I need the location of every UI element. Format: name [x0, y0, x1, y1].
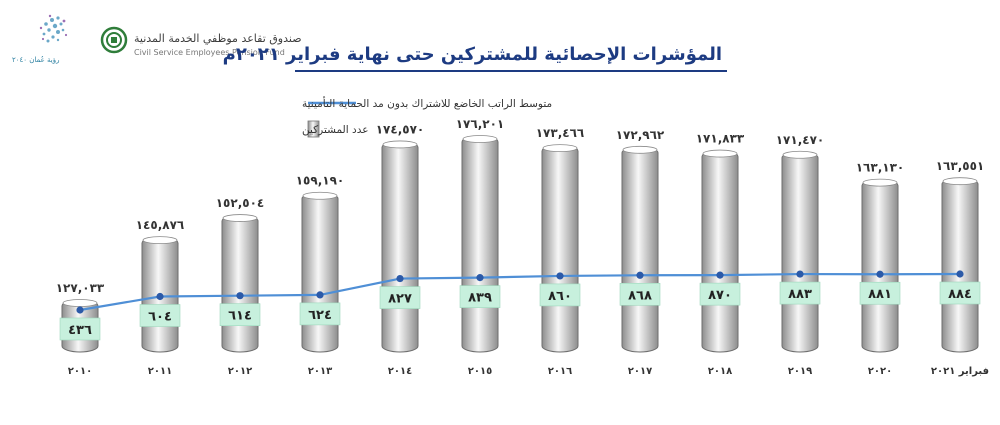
bar-value-label: ١٤٥,٨٧٦	[136, 218, 185, 232]
legend-label-bar: عدد المشتركين	[302, 124, 368, 136]
line-value-label: ٨٨١	[868, 287, 892, 302]
bar	[861, 179, 899, 353]
line-value-box	[299, 302, 341, 326]
line-value-label: ٨٦٨	[628, 288, 652, 303]
bar-value-label: ١٧١,٤٧٠	[776, 133, 825, 147]
line-point	[476, 274, 484, 282]
fund-name-arabic: صندوق تقاعد موظفي الخدمة المدنية	[134, 32, 302, 45]
legend: متوسط الراتب الخاضع للاشتراك بدون مد الح…	[302, 96, 552, 138]
line-value-label: ٦٠٤	[148, 310, 172, 325]
bar-cap	[62, 299, 98, 307]
bar-value-label: ١٧٤,٥٧٠	[376, 122, 425, 136]
fund-name-english: Civil Service Employees Pension Fund	[134, 48, 285, 57]
x-tick-label: ٢٠١٩	[788, 366, 812, 377]
line-value-label: ٨٨٤	[948, 287, 972, 302]
line-path	[79, 272, 961, 312]
line-value-box	[219, 303, 261, 326]
x-tick-label: ٢٠١٧	[628, 366, 652, 377]
line-value-box	[779, 281, 821, 305]
bar-value-label: ١٢٧,٠٣٣	[56, 281, 105, 295]
x-tick-label: ٢٠١٨	[708, 366, 732, 377]
bar-value-label: ١٥٩,١٩٠	[296, 174, 345, 188]
line-value-label: ٨٣٩	[468, 291, 492, 306]
bars	[61, 135, 979, 353]
fund-emblem-icon	[100, 26, 128, 54]
bar-cap	[942, 177, 978, 186]
line-point	[396, 274, 404, 283]
x-tick-label: ٢٠١٠	[68, 366, 92, 377]
bar	[701, 150, 739, 353]
bar	[381, 140, 419, 353]
line-point	[556, 272, 564, 280]
legend-bar-swatch	[307, 120, 320, 138]
x-tick-label: ٢٠١١	[148, 366, 172, 377]
line-value-label: ٤٣٦	[68, 323, 92, 338]
line-point	[156, 292, 164, 301]
bar-cap	[142, 236, 178, 245]
bar-cap	[222, 214, 258, 222]
bar	[941, 177, 979, 353]
line-point	[796, 270, 804, 278]
x-tick-label: ٢٠٢٠	[868, 366, 892, 377]
bar-value-label: ١٦٣,٥٥١	[936, 159, 985, 173]
bar-value-label: ١٧٣,٤٦٦	[536, 126, 585, 140]
line-value-label: ٦١٤	[228, 309, 252, 324]
line-value-box	[619, 282, 661, 306]
line-value-box	[859, 281, 901, 305]
bar-cap	[782, 150, 818, 159]
line-value-box	[939, 281, 981, 305]
bar	[301, 192, 339, 353]
page-title: المؤشرات الإحصائية للمشتركين حتى نهاية ف…	[222, 44, 722, 65]
line-value-label: ٨٧٠	[708, 288, 732, 303]
line-value-box	[539, 283, 581, 307]
oman-vision-logo	[39, 14, 68, 43]
line-point	[236, 292, 244, 300]
bar-cap	[302, 191, 338, 200]
bar-cap	[702, 149, 738, 158]
bar-cap	[382, 140, 418, 149]
line-point	[76, 306, 84, 314]
title-underline	[295, 70, 727, 72]
line-point	[316, 291, 324, 299]
x-tick-label: ٢٠١٦	[548, 366, 572, 377]
line-point	[636, 271, 644, 279]
bar-value-label: ١٧١,٨٣٣	[696, 132, 745, 146]
line-value-box	[59, 317, 101, 341]
x-tick-label: ٢٠١٤	[388, 366, 412, 377]
bar-cap	[462, 135, 498, 143]
line-value-label: ٨٨٣	[788, 287, 812, 302]
bar-cap	[542, 144, 578, 153]
x-tick-label: ٢٠١٢	[228, 366, 252, 377]
logos-area: رؤية عُمان ٢٠٤٠ صندوق تقاعد موظفي الخدمة…	[8, 10, 308, 70]
bar-value-label: ١٥٢,٥٠٤	[216, 196, 265, 210]
legend-label-line: متوسط الراتب الخاضع للاشتراك بدون مد الح…	[302, 96, 552, 110]
x-tick-label: ٢٠١٥	[468, 366, 492, 377]
line-point	[876, 270, 884, 278]
line-value-label: ٨٢٧	[388, 292, 412, 307]
line-value-box	[139, 304, 181, 327]
line-value-label: ٦٢٤	[308, 308, 332, 323]
line-point	[716, 271, 724, 279]
x-tick-label: ٢٠١٣	[308, 366, 332, 377]
bar-value-label: ١٧٢,٩٦٢	[616, 128, 665, 142]
bar-cap	[862, 178, 898, 187]
line-point	[956, 270, 964, 278]
bar	[541, 144, 579, 353]
x-tick-label: فبراير ٢٠٢١	[931, 366, 989, 377]
labels: ١٢٧,٠٣٣ ٢٠١٠ ١٤٥,٨٧٦ ٢٠١١ ١٥٢,٥٠٤ ٢٠١٢ ١٥٩,١٩٠…	[56, 117, 989, 377]
line-value-box	[459, 285, 501, 308]
bar	[221, 214, 259, 353]
vision-logo-text: رؤية عُمان ٢٠٤٠	[12, 56, 60, 64]
bar	[781, 151, 819, 353]
line-value-box	[379, 286, 421, 309]
line-value-box	[699, 282, 741, 306]
bar	[621, 146, 659, 353]
bar	[461, 135, 499, 353]
bar-value-label: ١٦٣,١٣٠	[856, 161, 905, 175]
line-value-label: ٨٦٠	[548, 289, 572, 304]
bar-value-label: ١٧٦,٢٠١	[456, 117, 505, 131]
line-series	[76, 270, 964, 314]
bar-cap	[622, 145, 658, 154]
